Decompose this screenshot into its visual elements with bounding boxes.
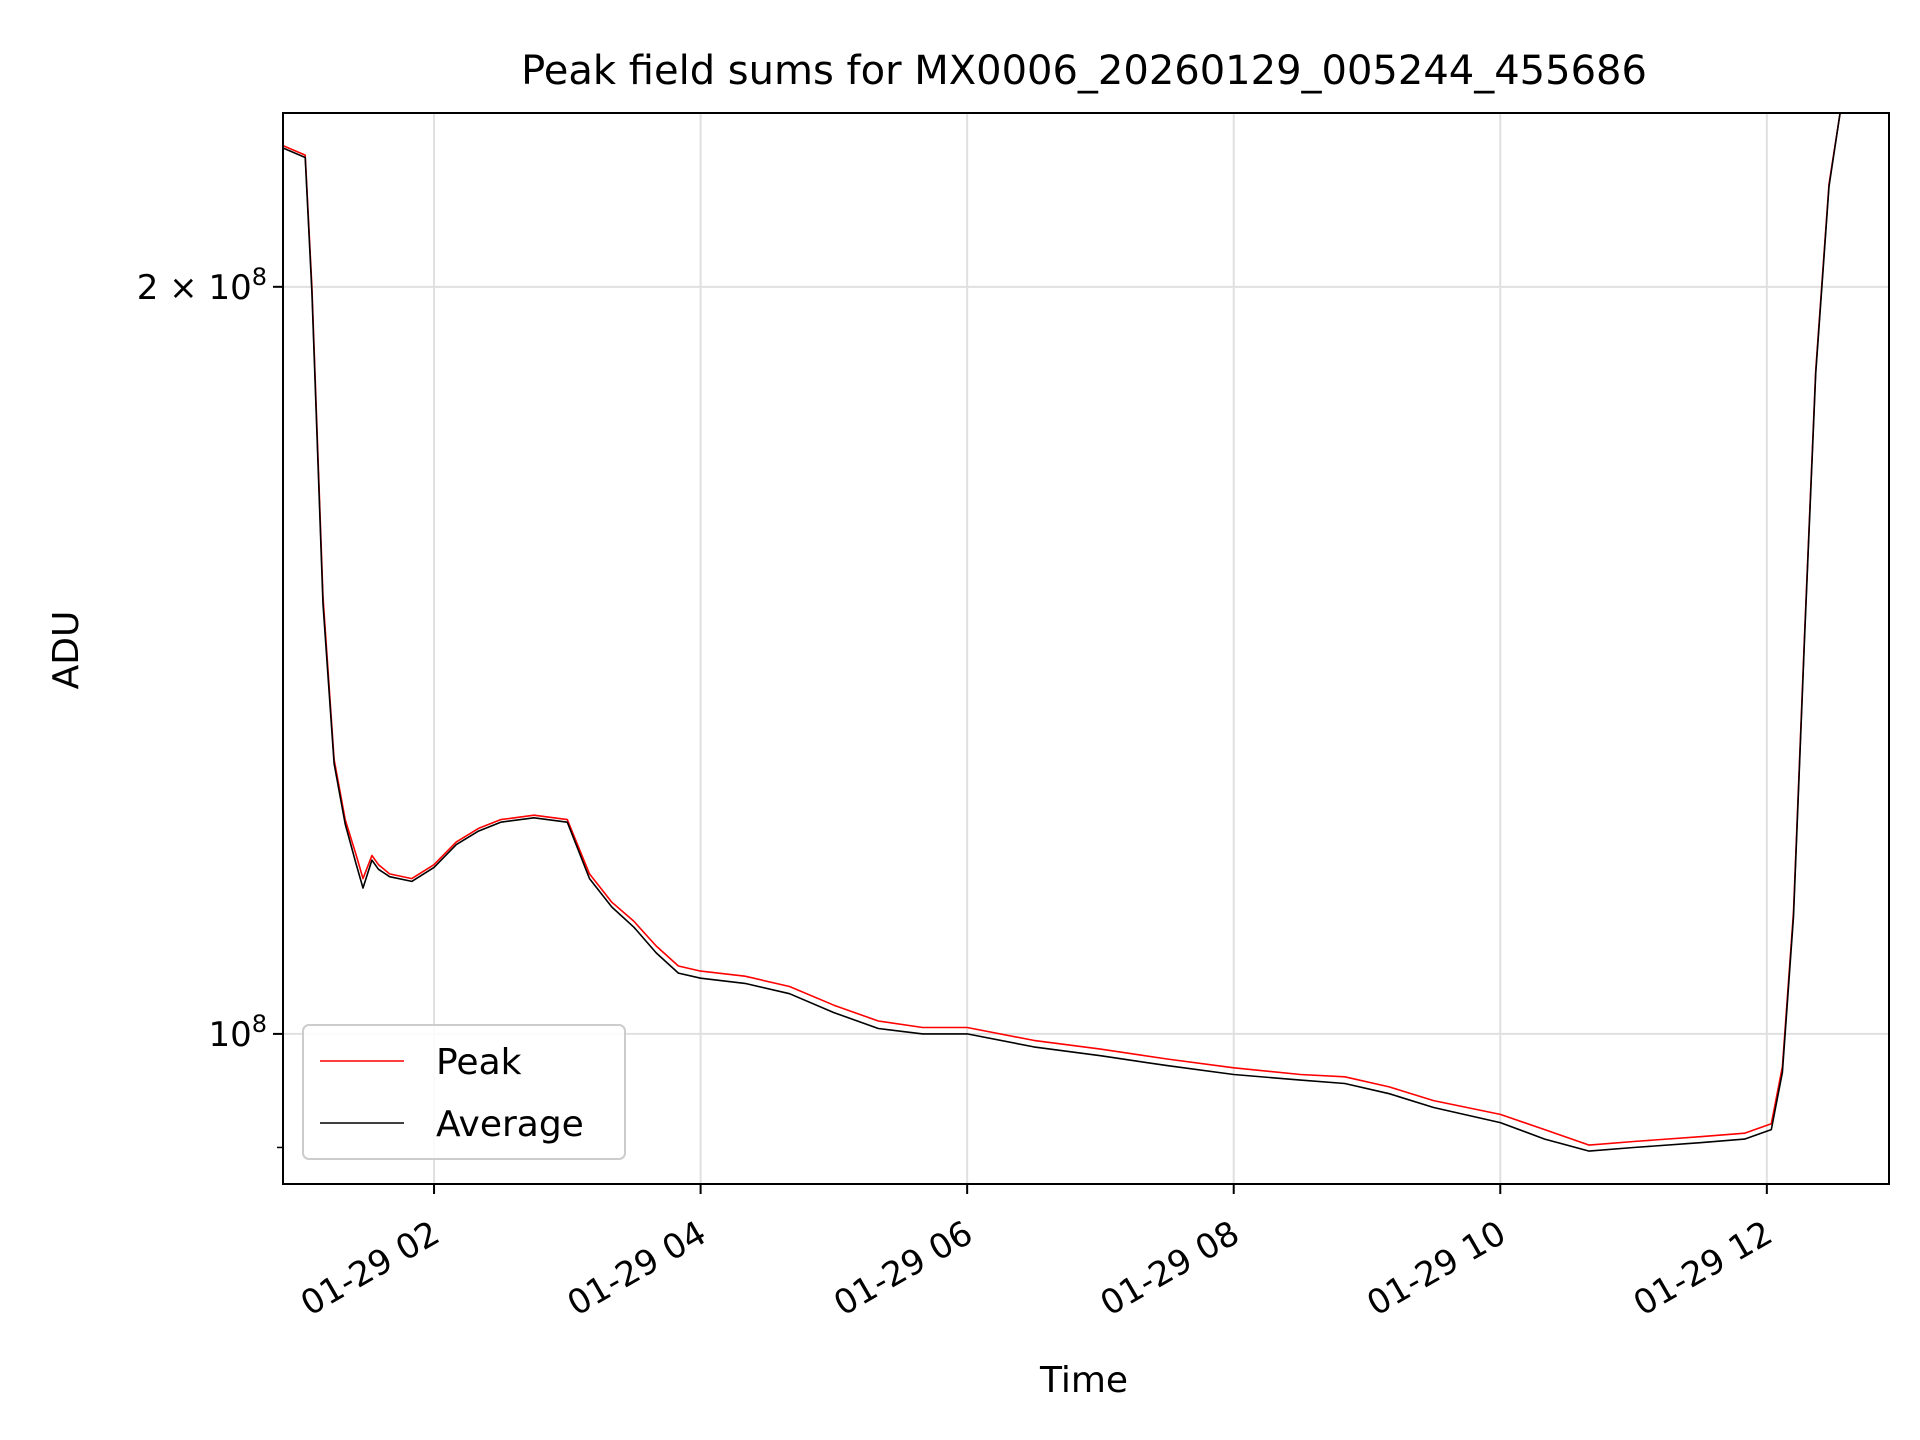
- grid: [283, 113, 1889, 1184]
- series-line-peak: [283, 113, 1847, 1146]
- series-line-average: [283, 113, 1847, 1152]
- plot-frame: [282, 112, 1890, 1185]
- legend: Peak Average: [302, 1024, 626, 1160]
- series-group: [283, 113, 1847, 1152]
- legend-label-average: Average: [436, 1104, 584, 1145]
- x-axis-label: Time: [1039, 1360, 1128, 1401]
- y-axis: 108 2 × 108: [137, 263, 283, 1149]
- y-axis-label: ADU: [46, 611, 87, 690]
- legend-label-peak: Peak: [436, 1042, 522, 1083]
- y-tick-label: 108: [208, 1010, 267, 1055]
- y-tick-label: 2 × 108: [137, 263, 267, 308]
- legend-box: [302, 1024, 626, 1160]
- chart-title: Peak field sums for MX0006_20260129_0052…: [521, 48, 1647, 94]
